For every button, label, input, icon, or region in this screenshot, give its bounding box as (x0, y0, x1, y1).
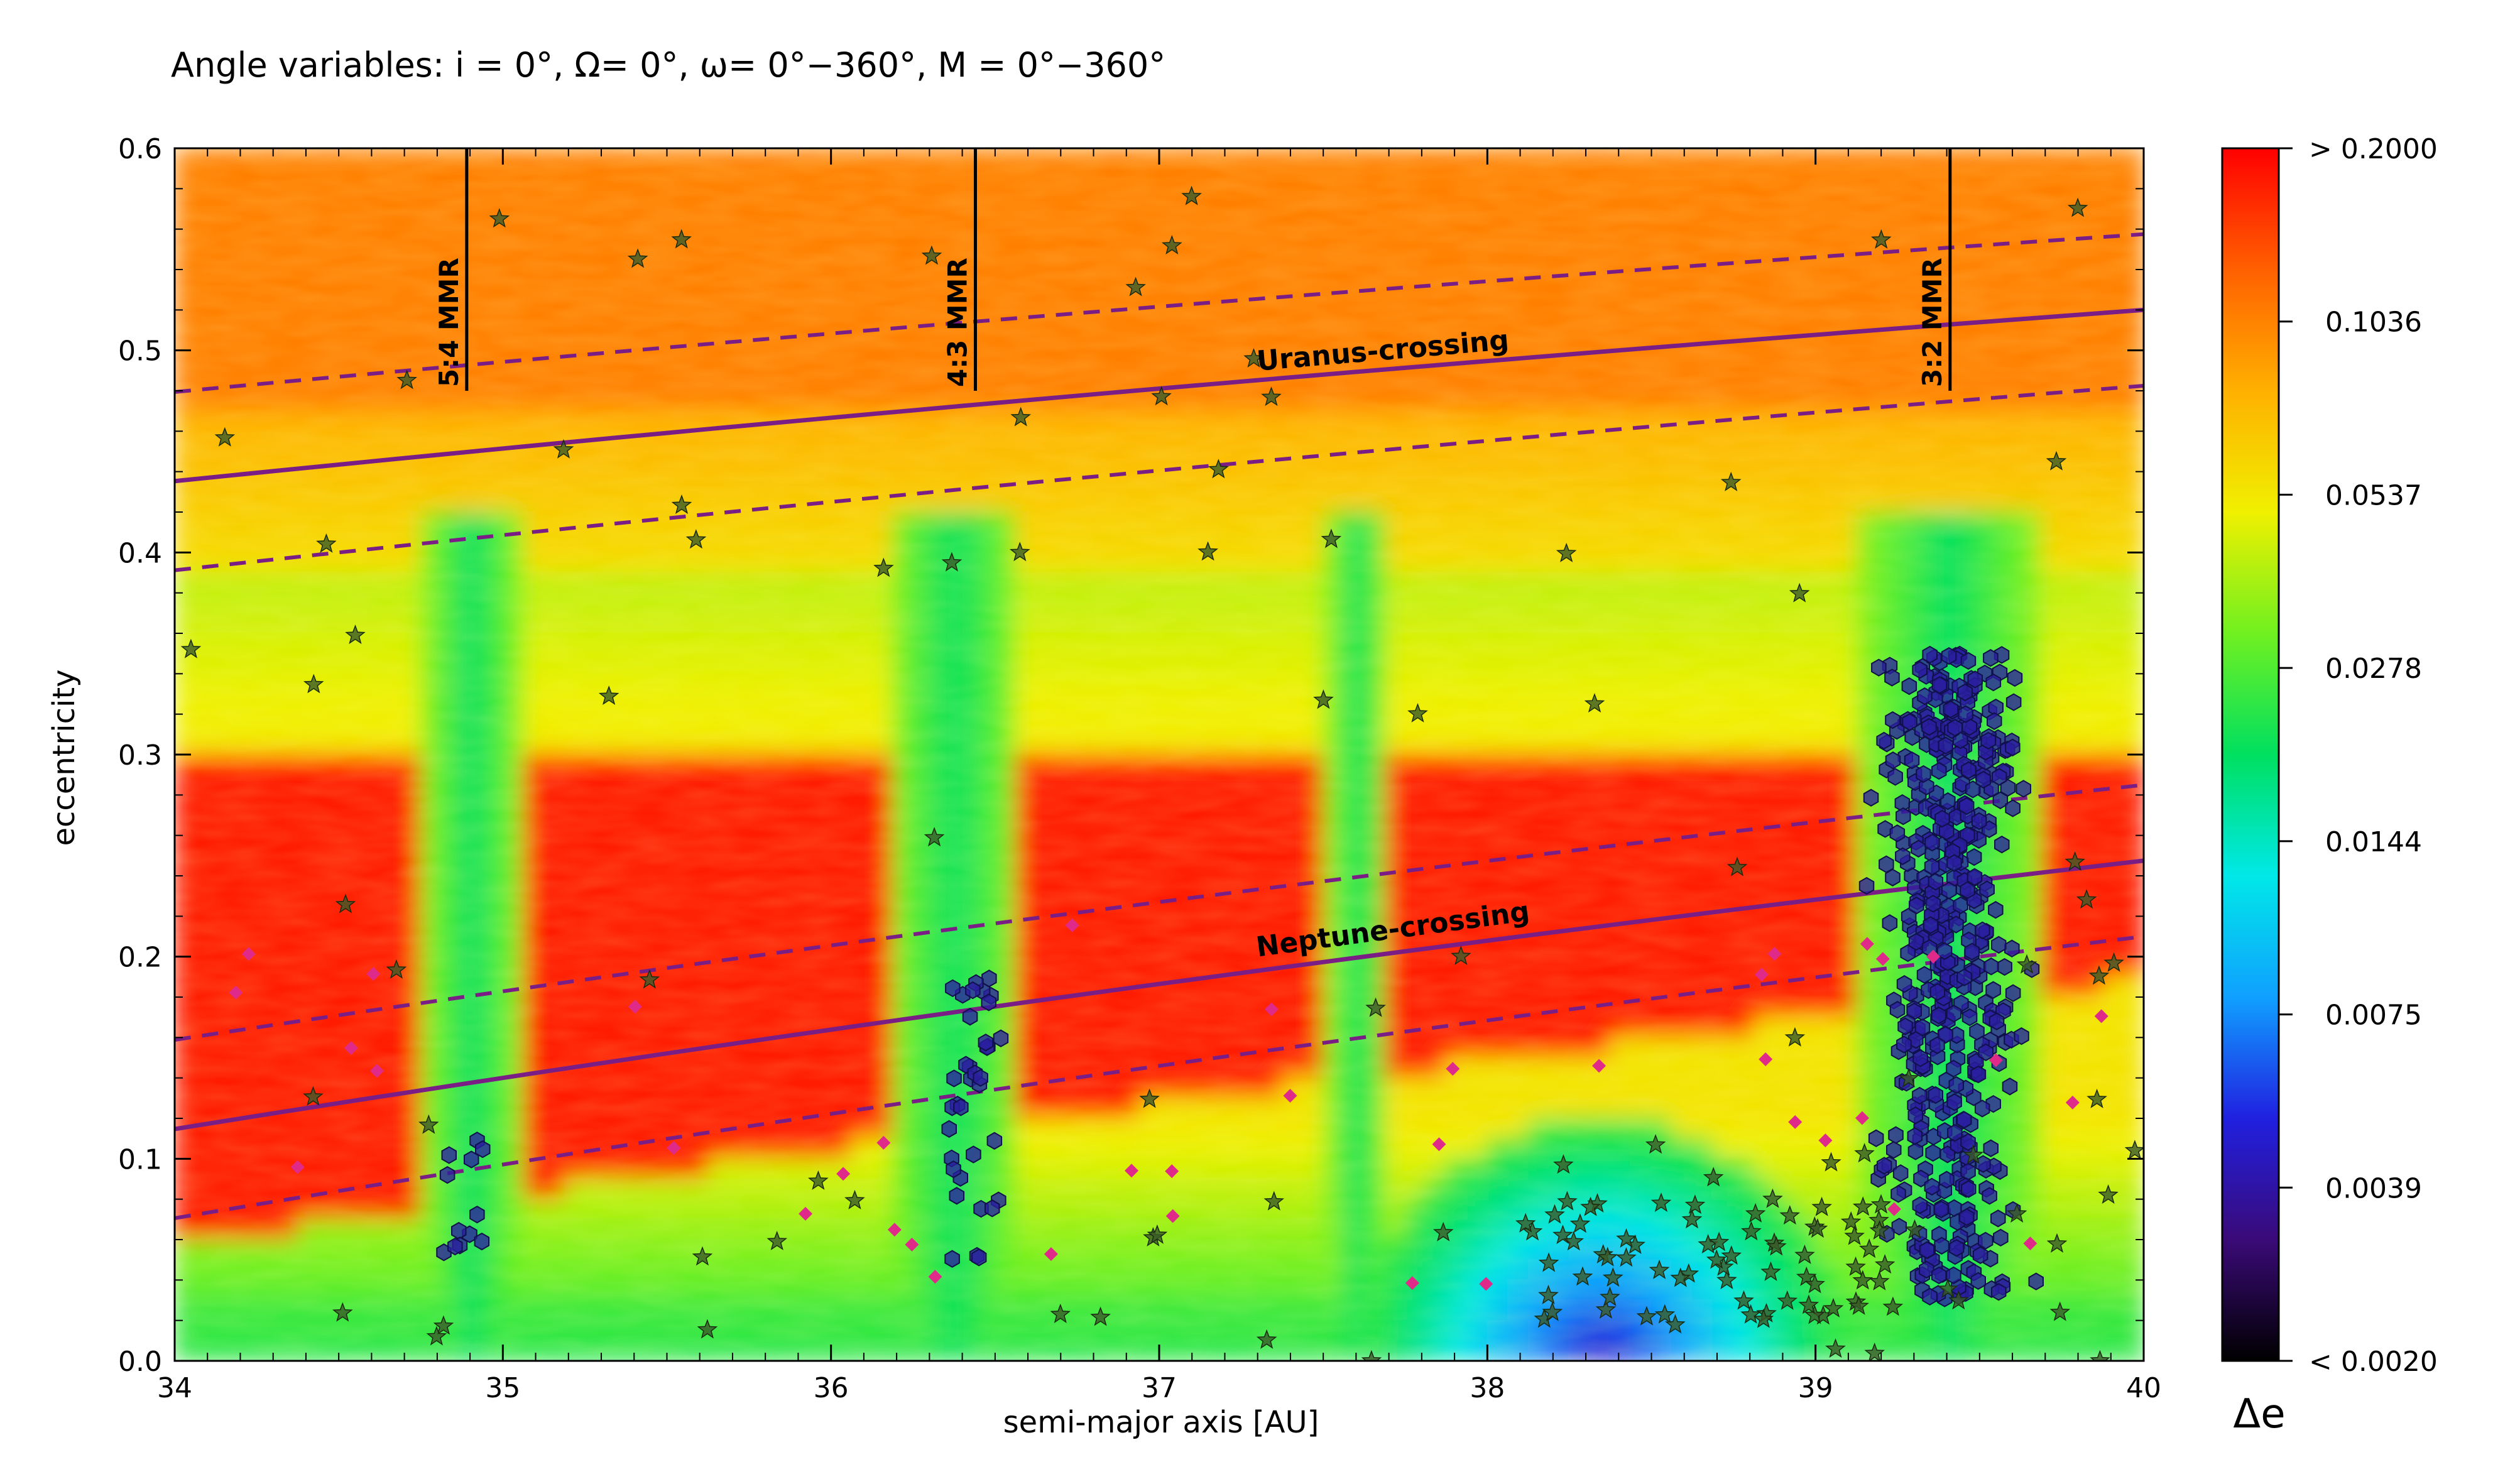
plot-area (175, 148, 2144, 1361)
chart-title: Angle variables: i = 0°, Ω= 0°, ω= 0°−36… (171, 45, 1165, 85)
